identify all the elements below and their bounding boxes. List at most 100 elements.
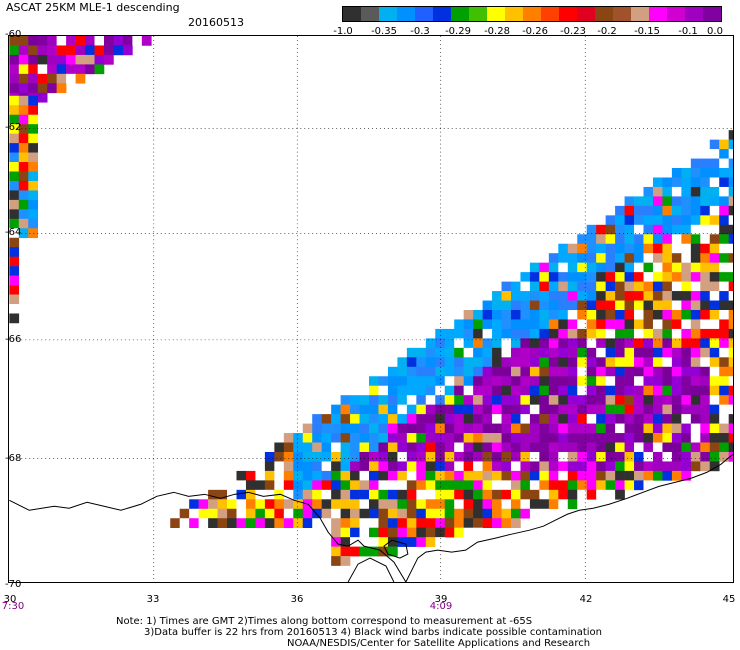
colorbar	[342, 6, 722, 22]
wind-cell	[492, 480, 502, 491]
wind-cell	[340, 414, 351, 424]
wind-cell	[312, 508, 322, 519]
wind-cell	[255, 508, 266, 519]
wind-cell	[690, 451, 701, 462]
wind-cell	[9, 64, 20, 75]
wind-cell	[681, 186, 692, 197]
colorbar-swatch	[577, 7, 595, 21]
wind-cell	[671, 281, 682, 292]
wind-cell	[624, 262, 635, 273]
wind-cell	[605, 480, 616, 491]
wind-cell	[643, 461, 654, 472]
wind-cell	[359, 480, 370, 491]
wind-cell	[198, 518, 209, 528]
wind-cell	[463, 470, 474, 481]
wind-cell	[690, 196, 701, 207]
wind-cell	[596, 309, 606, 320]
wind-cell	[529, 366, 540, 377]
wind-cell	[369, 470, 379, 481]
wind-cell	[671, 423, 682, 434]
wind-cell	[605, 300, 616, 311]
wind-cell	[596, 272, 606, 282]
wind-cell	[709, 328, 720, 339]
wind-cell	[454, 414, 464, 424]
wind-cell	[350, 395, 360, 405]
wind-cell	[577, 404, 588, 415]
wind-cell	[709, 272, 720, 282]
wind-cell	[700, 243, 711, 254]
wind-cell	[435, 451, 446, 462]
wind-cell	[690, 215, 701, 226]
wind-cell	[719, 281, 729, 292]
wind-cell	[634, 433, 644, 443]
wind-cell	[671, 414, 682, 424]
wind-cell	[690, 309, 701, 320]
wind-cell	[690, 177, 701, 188]
wind-cell	[681, 433, 692, 443]
wind-cell	[690, 423, 701, 434]
wind-cell	[681, 205, 692, 216]
wind-cell	[255, 499, 266, 510]
wind-cell	[321, 499, 332, 510]
wind-cell	[510, 395, 521, 405]
wind-cell	[643, 215, 654, 226]
wind-cell	[634, 338, 644, 349]
wind-cell	[709, 139, 720, 150]
wind-cell	[671, 328, 682, 339]
wind-cell	[529, 433, 540, 443]
wind-cell	[425, 395, 436, 405]
wind-cell	[529, 328, 540, 339]
colorbar-label: -0.26	[522, 26, 548, 37]
wind-cell	[454, 470, 464, 481]
wind-cell	[369, 433, 379, 443]
wind-cell	[520, 272, 531, 282]
wind-cell	[369, 451, 379, 462]
wind-cell	[454, 404, 464, 415]
wind-cell	[558, 243, 569, 254]
wind-cell	[425, 347, 436, 358]
wind-cell	[567, 404, 578, 415]
wind-cell	[350, 414, 360, 424]
wind-cell	[539, 328, 550, 339]
wind-cell	[510, 328, 521, 339]
wind-cell	[643, 423, 654, 434]
wind-cell	[359, 508, 370, 519]
wind-cell	[359, 527, 370, 538]
wind-cell	[548, 347, 559, 358]
wind-cell	[208, 499, 218, 510]
wind-cell	[577, 376, 588, 387]
wind-cell	[624, 404, 635, 415]
wind-cell	[387, 433, 398, 443]
wind-cell	[387, 385, 398, 396]
wind-cell	[529, 357, 540, 368]
wind-cell	[28, 152, 39, 163]
wind-cell	[539, 281, 550, 292]
wind-cell	[634, 414, 644, 424]
wind-cell	[671, 385, 682, 396]
wind-cell	[567, 253, 578, 263]
wind-cell	[406, 433, 417, 443]
wind-cell	[548, 291, 559, 301]
wind-cell	[435, 347, 446, 358]
wind-cell	[690, 328, 701, 339]
wind-cell	[255, 489, 266, 500]
wind-cell	[9, 285, 20, 295]
wind-cell	[387, 414, 398, 424]
wind-cell	[539, 508, 550, 519]
wind-cell	[615, 357, 625, 368]
colorbar-swatch	[523, 7, 541, 21]
wind-cell	[548, 262, 559, 273]
wind-cell	[634, 395, 644, 405]
wind-cell	[700, 404, 711, 415]
wind-cell	[236, 508, 247, 519]
wind-cell	[406, 499, 417, 510]
wind-cell	[435, 376, 446, 387]
wind-cell	[624, 196, 635, 207]
wind-cell	[643, 253, 654, 263]
wind-cell	[18, 143, 29, 153]
wind-cell	[501, 489, 512, 500]
wind-cell	[700, 395, 711, 405]
wind-cell	[596, 291, 606, 301]
wind-cell	[624, 224, 635, 235]
wind-cell	[9, 124, 20, 134]
